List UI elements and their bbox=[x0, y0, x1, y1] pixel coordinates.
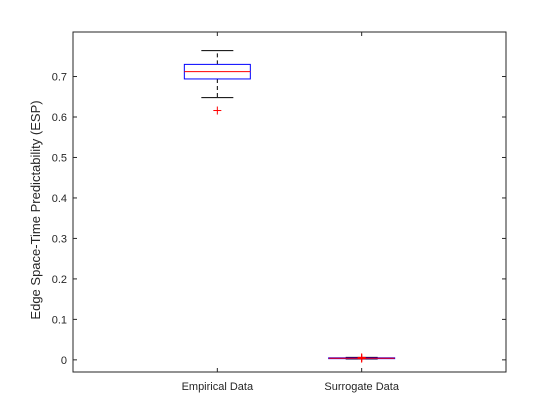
outlier-marker bbox=[357, 353, 366, 362]
y-tick-label: 0.6 bbox=[52, 112, 67, 124]
y-tick-label: 0.2 bbox=[52, 274, 67, 286]
x-tick-label: Surrogate Data bbox=[324, 381, 399, 393]
axes: 0 0.1 0.2 0.3 0.4 0.5 0.6 0.7 Empirical Data Surr… bbox=[52, 31, 507, 393]
outlier-marker bbox=[213, 106, 222, 115]
box-group bbox=[183, 50, 251, 115]
y-tick-label: 0.5 bbox=[52, 152, 67, 164]
y-tick-label: 0.4 bbox=[52, 193, 67, 205]
y-tick-label: 0.7 bbox=[52, 72, 67, 84]
y-tick-label: 0.3 bbox=[52, 233, 67, 245]
y-tick-label: 0.1 bbox=[52, 314, 67, 326]
y-tick-label: 0 bbox=[61, 355, 67, 367]
plot-area bbox=[183, 50, 396, 363]
box-group bbox=[328, 353, 396, 363]
x-tick-label: Empirical Data bbox=[182, 381, 254, 393]
y-axis-label: Edge Space-Time Predictability (ESP) bbox=[28, 100, 43, 319]
axes-frame bbox=[72, 31, 507, 373]
